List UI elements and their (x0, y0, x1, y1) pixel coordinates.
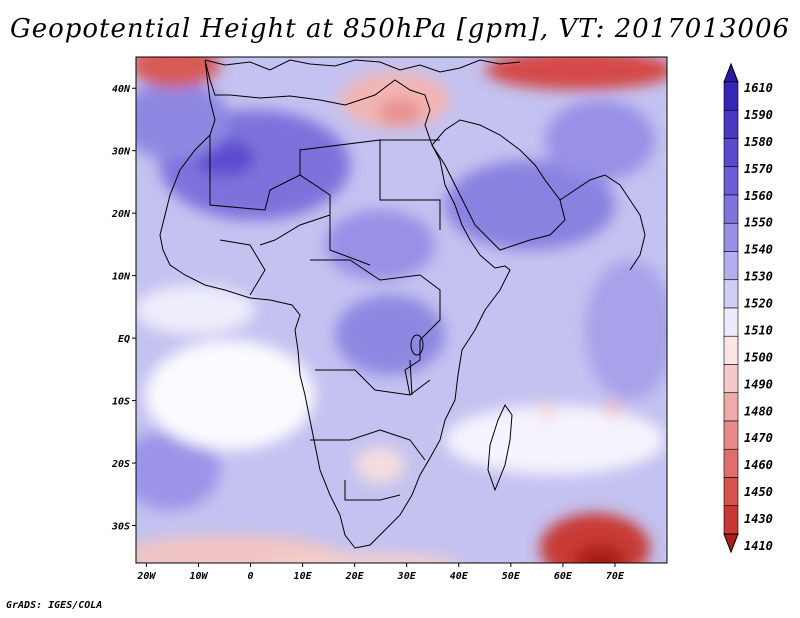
lon-label-30E: 30E (397, 571, 417, 582)
height-field (136, 57, 667, 563)
atlantic-north-zone (136, 80, 230, 160)
colorbar-label-1490: 1490 (744, 377, 773, 391)
coastlines (159, 59, 646, 549)
colorbar-label-1560: 1560 (744, 189, 773, 203)
colorbar-label-1520: 1520 (744, 297, 773, 311)
nw-atlantic-low (136, 57, 220, 87)
south-indian-core (575, 545, 625, 563)
colorbar-label-1590: 1590 (744, 108, 773, 122)
lon-label-70E: 70E (606, 571, 625, 582)
colorbar-label-1570: 1570 (744, 162, 773, 176)
central-africa-zone (335, 295, 445, 375)
colorbar-top-arrow (723, 62, 739, 83)
lat-label-10N: 10N (112, 272, 131, 283)
colorbar-bottom-arrow (723, 533, 739, 554)
gulf-guinea-pale (145, 340, 315, 450)
lon-label-20W: 20W (136, 571, 156, 582)
colorbar-swatch-1480 (723, 392, 739, 422)
south-trough (261, 553, 459, 563)
colorbar-swatch-1530 (723, 251, 739, 281)
south-atlantic-zone (136, 430, 220, 510)
border-south (310, 429, 426, 461)
colorbar-label-1470: 1470 (744, 431, 773, 445)
axis-layer: 40N 30N 20N 10N EQ 10S 20S 30S 20W 10W 0 10E 20E 30E 4… (111, 84, 625, 582)
border-sa (344, 480, 401, 501)
arabia-zone (445, 160, 615, 250)
colorbar-swatch-1560 (723, 166, 739, 196)
lat-label-40N: 40N (112, 84, 131, 95)
colorbar-label-1550: 1550 (744, 216, 773, 230)
colorbar-swatch-1490 (723, 364, 739, 394)
lake-victoria (410, 334, 424, 356)
colorbar-label-1610: 1610 (744, 81, 773, 95)
india-zone (545, 100, 655, 180)
colorbar-label-1530: 1530 (744, 270, 773, 284)
east-med-core (378, 98, 422, 126)
south-indian-pale (445, 405, 665, 475)
colorbar-swatch-1570 (723, 138, 739, 168)
colorbar-label-1540: 1540 (744, 243, 773, 257)
colorbar-label-1480: 1480 (744, 404, 773, 418)
colorbar-swatch-1540 (723, 222, 739, 252)
india-coast (559, 174, 646, 271)
colorbar-label-1460: 1460 (744, 458, 773, 472)
lat-label-30S: 30S (111, 522, 130, 533)
lon-label-0: 0 (248, 571, 254, 582)
border-westafrica (219, 239, 266, 296)
arabia-coast (431, 119, 566, 251)
madagascar-coast (487, 404, 513, 492)
africa-coast (159, 59, 511, 549)
colorbar-label-1430: 1430 (744, 512, 773, 526)
border-central (310, 259, 441, 341)
lon-label-60E: 60E (554, 571, 573, 582)
lon-label-10W: 10W (189, 571, 208, 582)
colorbar-swatch-1510 (723, 307, 739, 337)
lat-label-20S: 20S (111, 459, 130, 470)
small-low (605, 400, 621, 416)
colorbar-swatch-1450 (723, 477, 739, 507)
south-indian-low (540, 513, 650, 563)
colorbar-swatch-1590 (723, 81, 739, 111)
colorbar-label-1410: 1410 (744, 539, 773, 553)
lat-label-20N: 20N (111, 209, 131, 220)
colorbar-label-1580: 1580 (744, 135, 773, 149)
lon-label-10E: 10E (294, 571, 313, 582)
sudan-zone (325, 210, 435, 280)
colorbar-swatch-1470 (723, 420, 739, 450)
lat-label-EQ: EQ (118, 334, 130, 345)
colorbar-label-1510: 1510 (744, 323, 773, 337)
border-north (299, 139, 441, 230)
colorbar-swatch-1520 (723, 279, 739, 309)
colorbar-swatch-1460 (723, 448, 739, 478)
europe-coast (204, 59, 521, 73)
lon-label-40E: 40E (450, 571, 469, 582)
colorbar-swatch-1430 (723, 505, 739, 535)
lat-label-30N: 30N (111, 147, 131, 158)
border-west (209, 135, 331, 246)
lake-tanganyika (409, 359, 413, 396)
plot-frame (135, 56, 668, 564)
equatorial-atlantic-pale (136, 285, 255, 335)
map-title: Geopotential Height at 850hPa [gpm], VT:… (9, 14, 791, 44)
central-asia-low (485, 57, 667, 90)
colorbar-label-1500: 1500 (744, 350, 773, 364)
colorbar-swatch-1580 (723, 109, 739, 139)
kalahari-low (355, 447, 405, 483)
colorbar: 1610 1590 1580 1570 1560 1550 1540 1530 1520 1510… (723, 62, 773, 554)
border-lakes (404, 340, 421, 396)
lon-label-20E: 20E (345, 571, 365, 582)
colorbar-swatch-1550 (723, 194, 739, 224)
colorbar-label-1450: 1450 (744, 485, 773, 499)
south-atlantic-low (136, 535, 340, 563)
lat-label-10S: 10S (112, 397, 130, 408)
colorbar-swatch-1500 (723, 335, 739, 365)
border-south-central (315, 369, 431, 396)
grads-credit: GrADS: IGES/COLA (6, 600, 103, 611)
border-chad (329, 195, 371, 266)
small-low-2 (538, 401, 556, 419)
indian-ocean-zone (585, 260, 667, 400)
lon-label-50E: 50E (502, 571, 521, 582)
